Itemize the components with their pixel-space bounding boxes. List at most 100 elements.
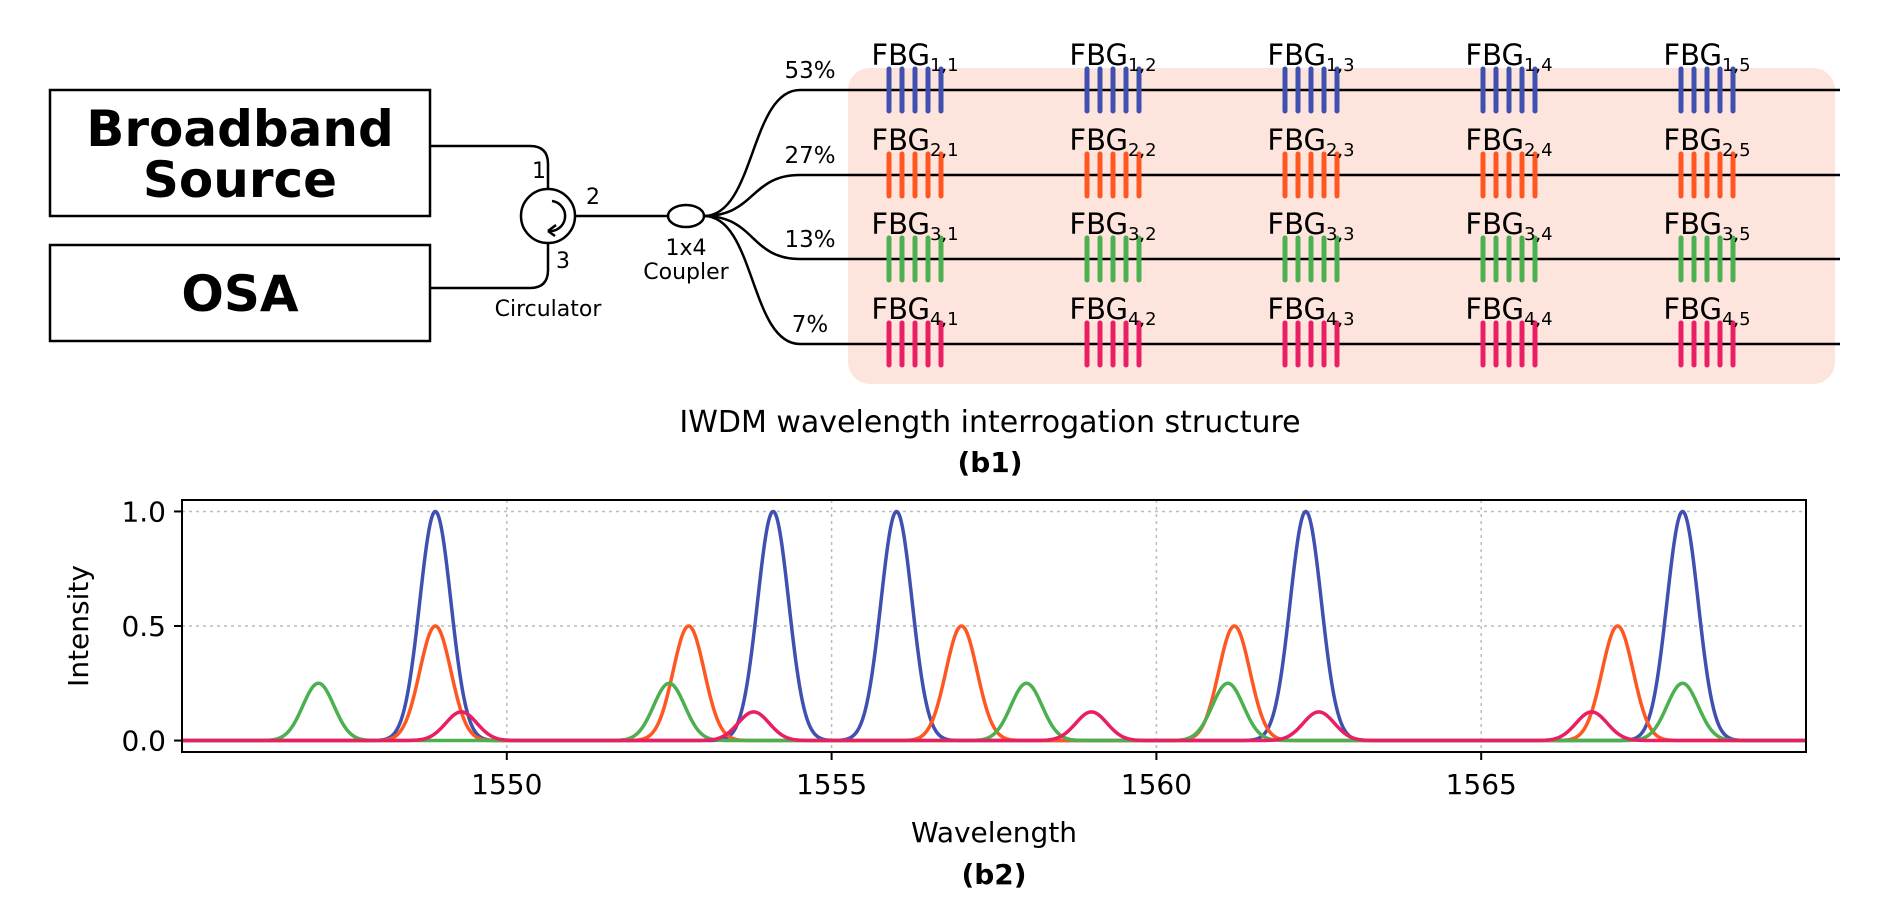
broadband-source-label-line1: Broadband — [86, 100, 394, 158]
fbg-label-subscript: 1,1 — [930, 55, 959, 76]
fbg-2-3: FBG2,3 — [1267, 123, 1355, 199]
fiber-branch-4 — [703, 214, 1840, 346]
fbg-4-2: FBG4,2 — [1069, 292, 1157, 368]
osa-label: OSA — [181, 265, 299, 323]
fbg-label-prefix: FBG — [1267, 38, 1326, 72]
fbg-label-subscript: 2,2 — [1128, 140, 1157, 161]
fiber-circulator-to-osa — [430, 242, 550, 290]
fbg-label-4-4: FBG4,4 — [1465, 292, 1552, 330]
fbg-1-3: FBG1,3 — [1267, 38, 1355, 114]
circulator-port-2: 2 — [586, 185, 600, 210]
fiber-branch-2 — [703, 173, 1840, 218]
fbg-label-subscript: 2,5 — [1722, 140, 1751, 161]
fbg-label-prefix: FBG — [871, 292, 930, 326]
fbg-label-4-1: FBG4,1 — [871, 292, 958, 330]
fbg-2-5: FBG2,5 — [1663, 123, 1751, 199]
spectrum-chart: 1550 1555 1560 1565 0.0 0.5 1.0 Wavelength In… — [62, 495, 1807, 891]
fbg-label-subscript: 2,1 — [930, 140, 959, 161]
fbg-label-4-2: FBG4,2 — [1069, 292, 1156, 330]
fbg-label-subscript: 2,4 — [1524, 140, 1553, 161]
fbg-label-prefix: FBG — [1069, 292, 1128, 326]
fbg-1-1: FBG1,1 — [871, 38, 959, 114]
x-tick-label: 1560 — [1121, 768, 1192, 801]
fbg-label-2-1: FBG2,1 — [871, 123, 958, 161]
y-tick-label: 0.5 — [121, 610, 166, 643]
circulator-port-1: 1 — [532, 159, 546, 184]
fbg-label-prefix: FBG — [1663, 292, 1722, 326]
fbg-label-subscript: 3,2 — [1128, 224, 1157, 245]
fbg-label-prefix: FBG — [1465, 123, 1524, 157]
fbg-1-5: FBG1,5 — [1663, 38, 1751, 114]
fbg-3-5: FBG3,5 — [1663, 207, 1751, 283]
fbg-label-prefix: FBG — [1267, 123, 1326, 157]
x-axis: 1550 1555 1560 1565 — [471, 752, 1517, 801]
fbg-label-prefix: FBG — [1663, 123, 1722, 157]
fbg-label-subscript: 4,5 — [1722, 309, 1751, 330]
fiber-source-to-circulator — [430, 144, 550, 190]
diagram-caption: IWDM wavelength interrogation structure — [679, 405, 1300, 440]
branch-ratio-3: 13% — [784, 227, 835, 253]
fbg-label-3-5: FBG3,5 — [1663, 207, 1750, 245]
fbg-4-5: FBG4,5 — [1663, 292, 1751, 368]
fbg-4-4: FBG4,4 — [1465, 292, 1553, 368]
fbg-3-1: FBG3,1 — [871, 207, 959, 283]
fbg-label-prefix: FBG — [1465, 292, 1524, 326]
osa-box — [48, 243, 432, 343]
fbg-label-1-3: FBG1,3 — [1267, 38, 1354, 76]
fiber-branch-3 — [703, 214, 1840, 261]
branch-ratio-4: 7% — [792, 312, 829, 338]
fbg-label-prefix: FBG — [1069, 207, 1128, 241]
fbg-4-3: FBG4,3 — [1267, 292, 1355, 368]
fbg-label-1-4: FBG1,4 — [1465, 38, 1552, 76]
fbg-2-2: FBG2,2 — [1069, 123, 1157, 199]
y-axis-label: Intensity — [62, 565, 95, 687]
coupler-label-line2: Coupler — [643, 260, 729, 285]
circulator-arrow-icon — [547, 199, 567, 233]
fbg-label-subscript: 1,3 — [1326, 55, 1355, 76]
chart-grid — [182, 500, 1806, 752]
panel-label-b2: (b2) — [961, 858, 1026, 891]
fbg-label-1-5: FBG1,5 — [1663, 38, 1750, 76]
y-axis: 0.0 0.5 1.0 — [121, 495, 182, 758]
fbg-label-subscript: 1,4 — [1524, 55, 1553, 76]
setup-diagram: Broadband Source OSA 1 2 3 Circulator 1x… — [48, 38, 1840, 479]
x-tick-label: 1550 — [471, 768, 542, 801]
fbg-label-2-5: FBG2,5 — [1663, 123, 1750, 161]
fbg-label-4-5: FBG4,5 — [1663, 292, 1750, 330]
fbg-label-subscript: 3,5 — [1722, 224, 1751, 245]
fbg-label-prefix: FBG — [1267, 292, 1326, 326]
fiber-branch-1 — [703, 88, 1840, 218]
fbg-3-3: FBG3,3 — [1267, 207, 1355, 283]
fbg-label-3-1: FBG3,1 — [871, 207, 958, 245]
series-line-3 — [182, 681, 1806, 743]
fbg-label-prefix: FBG — [871, 38, 930, 72]
fbg-label-subscript: 4,4 — [1524, 309, 1553, 330]
fbg-label-subscript: 4,1 — [930, 309, 959, 330]
y-tick-label: 1.0 — [121, 495, 166, 528]
fbg-label-subscript: 1,5 — [1722, 55, 1751, 76]
fbg-label-prefix: FBG — [871, 207, 930, 241]
fbg-label-prefix: FBG — [871, 123, 930, 157]
coupler-label-line1: 1x4 — [665, 236, 706, 261]
series-line-4 — [182, 710, 1806, 743]
branch-ratio-1: 53% — [784, 58, 835, 84]
x-tick-label: 1555 — [796, 768, 867, 801]
fbg-3-2: FBG3,2 — [1069, 207, 1157, 283]
fbg-label-4-3: FBG4,3 — [1267, 292, 1354, 330]
fbg-label-2-2: FBG2,2 — [1069, 123, 1156, 161]
fbg-label-subscript: 1,2 — [1128, 55, 1157, 76]
chart-series — [182, 509, 1806, 743]
x-axis-label: Wavelength — [911, 816, 1077, 849]
broadband-source-label-line2: Source — [143, 151, 337, 209]
fbg-label-subscript: 3,4 — [1524, 224, 1553, 245]
fbg-label-prefix: FBG — [1663, 38, 1722, 72]
broadband-source-box — [48, 88, 432, 218]
fbg-label-subscript: 2,3 — [1326, 140, 1355, 161]
fbg-label-prefix: FBG — [1465, 38, 1524, 72]
fbg-2-4: FBG2,4 — [1465, 123, 1553, 199]
sensing-region-shade — [848, 68, 1835, 384]
fbg-label-3-4: FBG3,4 — [1465, 207, 1552, 245]
fbg-label-1-1: FBG1,1 — [871, 38, 958, 76]
